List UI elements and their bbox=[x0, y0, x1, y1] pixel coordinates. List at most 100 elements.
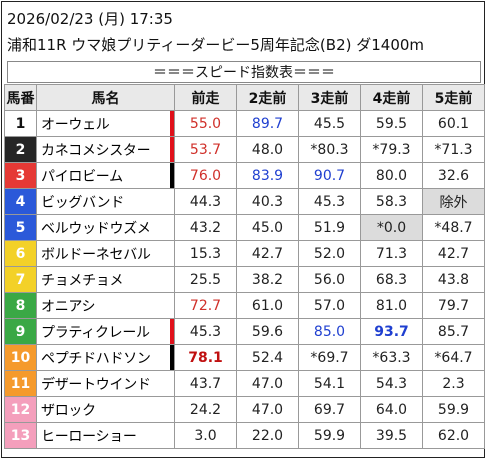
speed-index-table: 馬番 馬名 前走 2走前 3走前 4走前 5走前 1 オーウェル 55.0 89.7 4… bbox=[4, 84, 485, 449]
speed-index-cell: 72.7 bbox=[174, 292, 237, 319]
speed-index-cell: 61.0 bbox=[236, 292, 299, 319]
race-title: 浦和11R ウマ娘プリティーダービー5周年記念(B2) ダ1400m bbox=[7, 36, 425, 54]
speed-index-cell: 44.3 bbox=[174, 188, 237, 215]
speed-index-cell: 47.0 bbox=[236, 396, 299, 423]
horse-number-cell: 4 bbox=[4, 188, 37, 215]
table-row: 8 オニアシ 72.7 61.0 57.0 81.0 79.7 bbox=[4, 292, 485, 319]
datetime-text: 2026/02/23 (月) 17:35 bbox=[7, 10, 173, 28]
speed-index-cell: 54.3 bbox=[360, 370, 423, 397]
speed-index-cell: 58.3 bbox=[360, 188, 423, 215]
horse-number-cell: 9 bbox=[4, 318, 37, 345]
horse-name-cell: オニアシ bbox=[36, 292, 175, 319]
speed-index-cell: 22.0 bbox=[236, 422, 299, 449]
speed-index-cell: 52.4 bbox=[236, 344, 299, 371]
horse-number-cell: 1 bbox=[4, 110, 37, 137]
speed-index-cell: 53.7 bbox=[174, 136, 237, 163]
speed-index-cell: 32.6 bbox=[422, 162, 485, 189]
speed-index-cell: 62.0 bbox=[422, 422, 485, 449]
table-row: 6 ボルドーネセバル 15.3 42.7 52.0 71.3 42.7 bbox=[4, 240, 485, 267]
speed-index-cell: 43.8 bbox=[422, 266, 485, 293]
table-row: 13 ヒーローショー 3.0 22.0 59.9 39.5 62.0 bbox=[4, 422, 485, 449]
speed-index-cell: 45.5 bbox=[298, 110, 361, 137]
speed-index-cell: 89.7 bbox=[236, 110, 299, 137]
horse-number-cell: 7 bbox=[4, 266, 37, 293]
col-header-5back: 5走前 bbox=[422, 84, 485, 111]
horse-number-cell: 5 bbox=[4, 214, 37, 241]
speed-index-cell: 78.1 bbox=[174, 344, 237, 371]
speed-index-cell: 40.3 bbox=[236, 188, 299, 215]
table-row: 5 ベルウッドウズメ 43.2 45.0 51.9 *0.0 *48.7 bbox=[4, 214, 485, 241]
speed-index-cell: 25.5 bbox=[174, 266, 237, 293]
speed-index-cell: 52.0 bbox=[298, 240, 361, 267]
horse-number-cell: 10 bbox=[4, 344, 37, 371]
horse-number-cell: 13 bbox=[4, 422, 37, 449]
horse-name-cell: オーウェル bbox=[36, 110, 175, 137]
speed-index-cell: *48.7 bbox=[422, 214, 485, 241]
speed-index-cell: 45.3 bbox=[298, 188, 361, 215]
speed-index-cell: 85.7 bbox=[422, 318, 485, 345]
speed-index-cell: *80.3 bbox=[298, 136, 361, 163]
speed-index-cell: *71.3 bbox=[422, 136, 485, 163]
table-row: 3 パイロビーム 76.0 83.9 90.7 80.0 32.6 bbox=[4, 162, 485, 189]
speed-index-cell: 60.1 bbox=[422, 110, 485, 137]
table-row: 7 チョメチョメ 25.5 38.2 56.0 68.3 43.8 bbox=[4, 266, 485, 293]
speed-index-cell: 57.0 bbox=[298, 292, 361, 319]
table-row: 4 ビッグバンド 44.3 40.3 45.3 58.3 除外 bbox=[4, 188, 485, 215]
speed-index-cell: 79.7 bbox=[422, 292, 485, 319]
speed-index-cell: 93.7 bbox=[360, 318, 423, 345]
horse-name-cell: ボルドーネセバル bbox=[36, 240, 175, 267]
speed-index-cell: *69.7 bbox=[298, 344, 361, 371]
speed-index-cell: 90.7 bbox=[298, 162, 361, 189]
speed-index-banner: ＝＝＝スピード指数表＝＝＝ bbox=[7, 61, 481, 83]
col-header-4back: 4走前 bbox=[360, 84, 423, 111]
speed-index-cell: 51.9 bbox=[298, 214, 361, 241]
speed-index-cell: 71.3 bbox=[360, 240, 423, 267]
table-row: 10 ペプチドハドソン 78.1 52.4 *69.7 *63.3 *64.7 bbox=[4, 344, 485, 371]
horse-name-cell: パイロビーム bbox=[36, 162, 175, 189]
table-row: 1 オーウェル 55.0 89.7 45.5 59.5 60.1 bbox=[4, 110, 485, 137]
speed-index-cell: 42.7 bbox=[422, 240, 485, 267]
speed-index-cell: 64.0 bbox=[360, 396, 423, 423]
speed-index-cell: 54.1 bbox=[298, 370, 361, 397]
horse-name-cell: デザートウインド bbox=[36, 370, 175, 397]
table-row: 12 ザロック 24.2 47.0 69.7 64.0 59.9 bbox=[4, 396, 485, 423]
speed-index-cell: 45.0 bbox=[236, 214, 299, 241]
horse-number-cell: 3 bbox=[4, 162, 37, 189]
speed-index-cell: *63.3 bbox=[360, 344, 423, 371]
col-header-2back: 2走前 bbox=[236, 84, 299, 111]
horse-number-cell: 11 bbox=[4, 370, 37, 397]
table-body: 1 オーウェル 55.0 89.7 45.5 59.5 60.1 2 カネコメシスター 53.7 4… bbox=[4, 110, 485, 449]
speed-index-cell: 83.9 bbox=[236, 162, 299, 189]
speed-index-cell: *64.7 bbox=[422, 344, 485, 371]
speed-index-cell: *0.0 bbox=[360, 214, 423, 241]
speed-index-cell: 76.0 bbox=[174, 162, 237, 189]
table-row: 11 デザートウインド 43.7 47.0 54.1 54.3 2.3 bbox=[4, 370, 485, 397]
horse-name-cell: ビッグバンド bbox=[36, 188, 175, 215]
speed-index-cell: 除外 bbox=[422, 188, 485, 215]
speed-index-cell: 38.2 bbox=[236, 266, 299, 293]
speed-index-cell: 59.6 bbox=[236, 318, 299, 345]
speed-index-cell: 56.0 bbox=[298, 266, 361, 293]
horse-number-cell: 8 bbox=[4, 292, 37, 319]
speed-index-cell: 15.3 bbox=[174, 240, 237, 267]
col-header-name: 馬名 bbox=[36, 84, 175, 111]
speed-index-cell: 39.5 bbox=[360, 422, 423, 449]
speed-index-cell: 59.9 bbox=[422, 396, 485, 423]
speed-index-cell: 59.5 bbox=[360, 110, 423, 137]
speed-index-cell: 43.7 bbox=[174, 370, 237, 397]
horse-name-cell: ザロック bbox=[36, 396, 175, 423]
horse-name-cell: カネコメシスター bbox=[36, 136, 175, 163]
speed-index-cell: 45.3 bbox=[174, 318, 237, 345]
horse-name-cell: ベルウッドウズメ bbox=[36, 214, 175, 241]
speed-index-cell: 47.0 bbox=[236, 370, 299, 397]
horse-name-cell: プラティクレール bbox=[36, 318, 175, 345]
speed-index-cell: 55.0 bbox=[174, 110, 237, 137]
speed-index-cell: 24.2 bbox=[174, 396, 237, 423]
col-header-last: 前走 bbox=[174, 84, 237, 111]
col-header-3back: 3走前 bbox=[298, 84, 361, 111]
speed-index-cell: 3.0 bbox=[174, 422, 237, 449]
table-row: 9 プラティクレール 45.3 59.6 85.0 93.7 85.7 bbox=[4, 318, 485, 345]
speed-index-cell: 48.0 bbox=[236, 136, 299, 163]
speed-index-cell: 2.3 bbox=[422, 370, 485, 397]
